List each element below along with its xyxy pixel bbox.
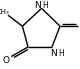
Text: H: H — [58, 49, 64, 58]
Text: N: N — [34, 1, 41, 10]
Text: H: H — [42, 1, 48, 10]
Text: O: O — [3, 56, 10, 65]
Text: N: N — [50, 49, 57, 58]
Text: S: S — [79, 22, 80, 31]
Text: CH₃: CH₃ — [0, 9, 10, 15]
